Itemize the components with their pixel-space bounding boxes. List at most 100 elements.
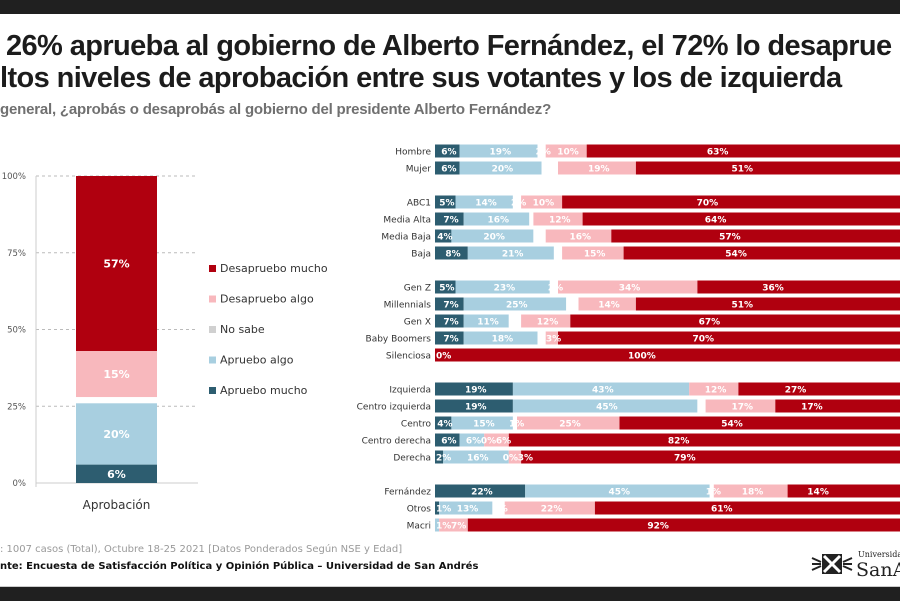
data-label: 22% (541, 505, 563, 515)
data-label: 2% (548, 284, 563, 294)
data-label: 6% (441, 148, 456, 158)
data-label: 0% (436, 352, 451, 362)
segment-desapruebo-mucho (788, 485, 900, 498)
data-label: 17% (731, 403, 753, 413)
bar-row: ABC1 5% 14% 2% 10% 70% (407, 196, 900, 209)
data-label: 70% (697, 199, 719, 209)
data-label: 79% (674, 454, 696, 464)
row-label: Centro (401, 420, 432, 430)
row-label: Hombre (395, 148, 431, 158)
data-label: 19% (490, 148, 512, 158)
row-label: Otros (407, 505, 432, 515)
source-note: nte: Encuesta de Satisfacción Política y… (0, 560, 478, 573)
data-label: 51% (731, 301, 753, 311)
segment-desapruebo-mucho (775, 400, 900, 413)
segment-desapruebo-mucho (562, 196, 900, 209)
data-label: 18% (742, 488, 764, 498)
segment-desapruebo-mucho (587, 145, 900, 158)
data-label: 27% (785, 386, 807, 396)
data-label: 15% (473, 420, 495, 430)
segment-desapruebo-mucho (435, 349, 900, 362)
segment-desapruebo-mucho (636, 162, 900, 175)
data-label: 67% (699, 318, 721, 328)
row-label: Media Alta (383, 216, 431, 226)
segment-desapruebo-mucho (558, 332, 900, 345)
data-label: 4% (437, 420, 452, 430)
data-label: 54% (721, 420, 743, 430)
row-label: Millennials (384, 301, 432, 311)
row-label: Derecha (393, 454, 431, 464)
data-label: 16% (488, 216, 510, 226)
row-label: Gen X (404, 318, 431, 328)
bottom-black-band (0, 586, 900, 601)
data-label: 18% (492, 335, 514, 345)
row-label: ABC1 (407, 199, 431, 209)
data-label: 8% (445, 250, 460, 260)
segment-no-sabe (529, 213, 533, 226)
segment-no-sabe (533, 230, 545, 243)
data-label: 19% (588, 165, 610, 175)
segment-desapruebo-mucho (620, 417, 900, 430)
logo-text-small: Universidad (858, 550, 900, 559)
segment-no-sabe (509, 315, 521, 328)
segment-desapruebo-mucho (611, 230, 900, 243)
row-label: Mujer (406, 165, 432, 175)
data-label: 7% (443, 318, 458, 328)
data-label: 19% (465, 386, 487, 396)
data-label: 20% (492, 165, 514, 175)
data-label: 2% (436, 454, 451, 464)
data-label: 2% (511, 199, 526, 209)
data-label: 16% (570, 233, 592, 243)
data-label: 1% (706, 488, 721, 498)
row-label: Centro izquierda (357, 403, 431, 413)
data-label: 5% (439, 199, 454, 209)
segment-desapruebo-mucho (738, 383, 900, 396)
row-label: Centro derecha (362, 437, 431, 447)
data-label: 10% (533, 199, 555, 209)
segment-desapruebo-mucho (521, 451, 900, 464)
segment-no-sabe (554, 247, 562, 260)
university-logo: Universidad SanA (810, 550, 900, 584)
data-label: 1% (436, 505, 451, 515)
data-label: 3% (518, 454, 533, 464)
data-label: 100% (628, 352, 656, 362)
row-label: Baja (411, 250, 431, 260)
segment-no-sabe (542, 162, 558, 175)
segment-desapruebo-mucho (468, 519, 900, 532)
data-label: 3% (546, 335, 561, 345)
data-label: 92% (647, 522, 669, 532)
data-label: 45% (596, 403, 618, 413)
data-label: 64% (705, 216, 727, 226)
data-label: 54% (725, 250, 747, 260)
data-label: 15% (584, 250, 606, 260)
segment-desapruebo-mucho (697, 281, 900, 294)
segment-desapruebo-mucho (509, 434, 900, 447)
data-label: 25% (559, 420, 581, 430)
data-label: 0% (481, 437, 496, 447)
data-label: 14% (475, 199, 497, 209)
data-label: 61% (711, 505, 733, 515)
data-label: 14% (598, 301, 620, 311)
data-label: 36% (762, 284, 784, 294)
row-label: Media Baja (381, 233, 431, 243)
segment-desapruebo-mucho (624, 247, 900, 260)
data-label: 17% (801, 403, 823, 413)
data-label: 6% (441, 165, 456, 175)
data-label: 57% (719, 233, 741, 243)
data-label: 6% (441, 437, 456, 447)
data-label: 51% (731, 165, 753, 175)
data-label: 20% (483, 233, 505, 243)
